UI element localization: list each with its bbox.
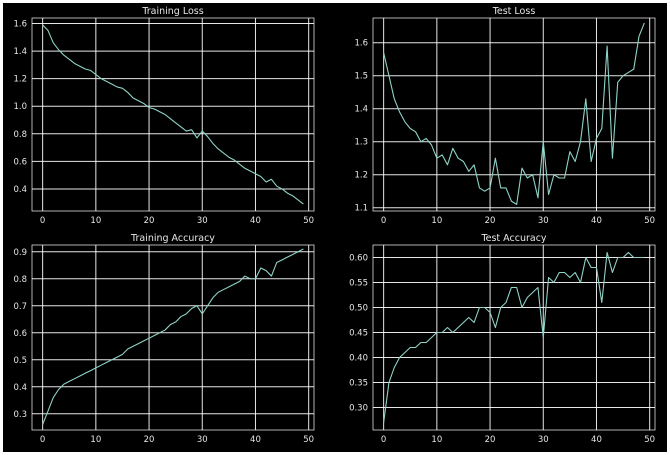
chart-panel-2: 0 10 20 30 40 50 1.1 1.2 1.3 1.4 1.5 1.6 Test Loss: [354, 6, 656, 226]
x-tick-label: 10: [431, 435, 442, 445]
x-tick-label: 10: [90, 216, 101, 226]
y-tick-label: 1.5: [354, 72, 368, 82]
x-tick-label: 40: [591, 216, 602, 226]
chart-title: Test Loss: [492, 6, 536, 17]
x-tick-label: 50: [644, 216, 655, 226]
y-tick-label: 1.3: [354, 138, 368, 148]
x-tick-label: 0: [40, 216, 45, 226]
y-tick-label: 0.9: [13, 248, 27, 258]
x-tick-label: 0: [40, 435, 45, 445]
plot-frame: [31, 244, 315, 431]
series-line-1: [42, 248, 304, 425]
y-tick-label: 0.3: [13, 410, 27, 420]
chart-title: Training Loss: [141, 6, 203, 17]
y-tick-label: 0.40: [349, 354, 368, 364]
x-tick-label: 50: [303, 435, 314, 445]
x-tick-label: 0: [381, 435, 386, 445]
x-tick-label: 30: [538, 435, 549, 445]
x-tick-label: 0: [381, 216, 386, 226]
series-line-1: [42, 24, 304, 205]
plot-frame: [372, 17, 656, 212]
y-tick-label: 0.7: [13, 302, 27, 312]
y-tick-label: 1.1: [354, 204, 368, 214]
y-tick-label: 1.2: [354, 171, 368, 181]
y-tick-label: 1.6: [354, 39, 368, 49]
y-tick-label: 1.6: [13, 20, 27, 30]
y-tick-label: 0.4: [13, 185, 27, 195]
y-tick-label: 0.45: [349, 329, 368, 339]
x-tick-label: 30: [538, 216, 549, 226]
plot-frame: [372, 244, 656, 431]
x-tick-label: 20: [485, 435, 496, 445]
plot-frame: [31, 17, 315, 212]
y-tick-label: 1.4: [354, 105, 368, 115]
chart-panel-3: 0 10 20 30 40 50 0.3 0.4 0.5 0.6 0.7 0.8 0.9 Training…: [13, 233, 315, 445]
x-tick-label: 10: [431, 216, 442, 226]
x-tick-label: 40: [591, 435, 602, 445]
x-tick-label: 30: [197, 216, 208, 226]
x-tick-label: 40: [250, 216, 261, 226]
y-tick-label: 0.5: [13, 356, 27, 366]
y-tick-label: 1.2: [13, 75, 27, 85]
y-tick-label: 0.55: [349, 279, 368, 289]
x-tick-label: 40: [250, 435, 261, 445]
x-tick-label: 30: [197, 435, 208, 445]
figure-background: [3, 3, 667, 452]
x-tick-label: 20: [485, 216, 496, 226]
chart-panel-1: 0 10 20 30 40 50 0.4 0.6 0.8 1.0 1.2 1.4 1.6 Training…: [13, 6, 315, 226]
y-tick-label: 0.8: [13, 275, 27, 285]
y-tick-label: 0.60: [349, 254, 368, 264]
x-tick-label: 50: [644, 435, 655, 445]
series-line-1: [383, 251, 645, 423]
y-tick-label: 0.6: [13, 157, 27, 167]
y-tick-label: 0.4: [13, 383, 27, 393]
x-tick-label: 50: [303, 216, 314, 226]
y-tick-label: 0.6: [13, 329, 27, 339]
x-tick-label: 10: [90, 435, 101, 445]
y-tick-label: 0.8: [13, 130, 27, 140]
x-tick-label: 20: [144, 216, 155, 226]
chart-title: Training Accuracy: [130, 233, 215, 244]
series-line-1: [383, 22, 645, 205]
chart-panel-4: 0 10 20 30 40 50 0.30 0.35 0.40 0.45 0.50 0.55 0.60 T…: [349, 233, 656, 445]
chart-title: Test Accuracy: [480, 233, 546, 244]
y-tick-label: 0.35: [349, 379, 368, 389]
y-tick-label: 0.50: [349, 304, 368, 314]
y-tick-label: 1.0: [13, 102, 27, 112]
y-tick-label: 1.4: [13, 47, 27, 57]
x-tick-label: 20: [144, 435, 155, 445]
y-tick-label: 0.30: [349, 404, 368, 414]
